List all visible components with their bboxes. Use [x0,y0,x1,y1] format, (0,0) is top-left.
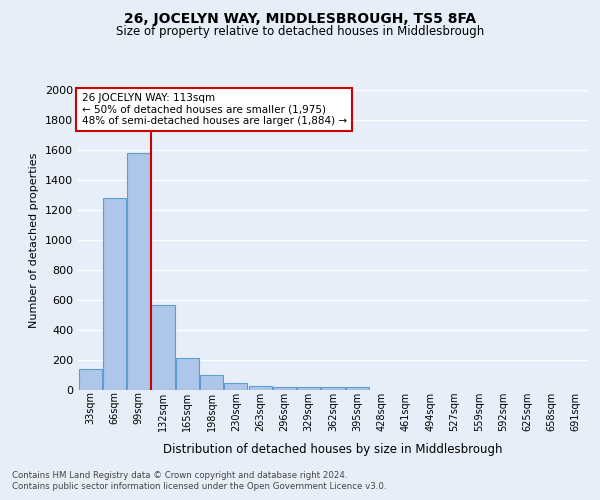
Bar [322,387,344,390]
Y-axis label: Number of detached properties: Number of detached properties [29,152,40,328]
Text: Distribution of detached houses by size in Middlesbrough: Distribution of detached houses by size … [163,442,503,456]
Bar [224,382,247,390]
Bar [273,387,296,390]
Bar [248,386,272,390]
Text: Contains public sector information licensed under the Open Government Licence v3: Contains public sector information licen… [12,482,386,491]
Bar [176,358,199,390]
Text: Size of property relative to detached houses in Middlesbrough: Size of property relative to detached ho… [116,25,484,38]
Bar [151,304,175,390]
Text: 26 JOCELYN WAY: 113sqm
← 50% of detached houses are smaller (1,975)
48% of semi-: 26 JOCELYN WAY: 113sqm ← 50% of detached… [82,93,347,126]
Bar [346,387,369,390]
Bar [297,387,320,390]
Text: 26, JOCELYN WAY, MIDDLESBROUGH, TS5 8FA: 26, JOCELYN WAY, MIDDLESBROUGH, TS5 8FA [124,12,476,26]
Bar [103,198,126,390]
Bar [127,153,150,390]
Bar [79,369,101,390]
Bar [200,375,223,390]
Text: Contains HM Land Registry data © Crown copyright and database right 2024.: Contains HM Land Registry data © Crown c… [12,471,347,480]
